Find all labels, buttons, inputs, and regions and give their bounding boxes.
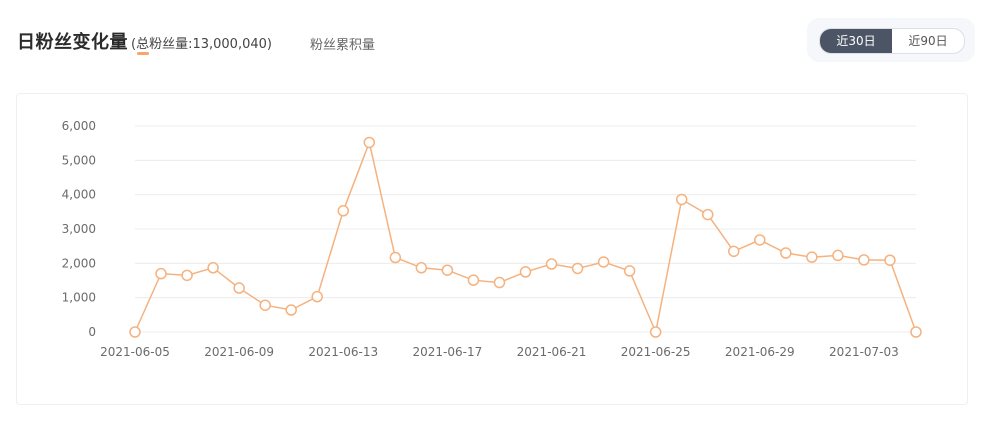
data-point <box>649 326 662 338</box>
data-point <box>155 267 167 280</box>
x-axis-ticks: 2021-06-05 2021-06-09 2021-06-13 2021-06-17… <box>100 345 899 359</box>
data-point <box>910 326 922 338</box>
data-point <box>259 299 271 311</box>
data-point <box>311 290 323 303</box>
data-point <box>181 269 193 282</box>
x-tick-label: 2021-06-09 <box>204 345 274 359</box>
range-toggle: 近30日 近90日 <box>819 28 965 54</box>
y-tick-label: 0 <box>88 325 96 339</box>
data-point <box>441 264 454 276</box>
range-90-days-button[interactable]: 近90日 <box>908 34 948 48</box>
data-point <box>545 258 558 270</box>
data-point <box>233 282 245 294</box>
data-point <box>754 234 766 246</box>
data-point <box>623 265 636 277</box>
x-tick-label: 2021-07-03 <box>829 345 899 359</box>
chart-header: 日粉丝变化量 (总粉丝量:13,000,040) 粉丝累积量 近30日 近90日 <box>0 0 989 80</box>
x-tick-label: 2021-06-13 <box>308 345 378 359</box>
data-point <box>597 256 610 268</box>
data-point <box>701 208 714 221</box>
data-point <box>389 251 402 264</box>
data-point <box>129 326 141 338</box>
data-point <box>832 249 844 262</box>
data-point <box>780 247 792 259</box>
y-tick-label: 2,000 <box>62 256 96 270</box>
data-point <box>415 262 428 274</box>
data-point <box>337 205 350 217</box>
y-axis-ticks: 0 1,000 2,000 3,000 4,000 5,000 6,000 <box>62 119 96 339</box>
y-tick-label: 6,000 <box>62 119 96 133</box>
x-tick-label: 2021-06-29 <box>725 345 795 359</box>
grid-lines <box>135 125 916 333</box>
data-point <box>467 274 480 286</box>
series-line <box>134 139 917 335</box>
data-point <box>675 193 688 206</box>
page-title: 日粉丝变化量 <box>17 32 128 53</box>
x-tick-label: 2021-06-25 <box>621 345 691 359</box>
data-point <box>285 304 297 316</box>
data-point <box>519 266 532 278</box>
data-point <box>884 254 896 266</box>
data-point <box>728 245 740 258</box>
data-point <box>363 136 376 149</box>
y-tick-label: 5,000 <box>62 153 96 167</box>
data-point <box>493 276 506 289</box>
x-tick-label: 2021-06-21 <box>517 345 587 359</box>
data-point <box>207 262 219 274</box>
range-30-days-button[interactable]: 近30日 <box>820 29 892 53</box>
y-tick-label: 3,000 <box>62 222 96 236</box>
data-point <box>806 251 818 263</box>
active-tab-indicator <box>137 52 149 55</box>
total-followers-label: (总粉丝量:13,000,040) <box>131 37 272 52</box>
x-tick-label: 2021-06-17 <box>413 345 483 359</box>
data-point <box>571 262 584 275</box>
data-points <box>129 136 922 338</box>
y-tick-label: 1,000 <box>62 291 96 305</box>
y-tick-label: 4,000 <box>62 188 96 202</box>
x-tick-label: 2021-06-05 <box>100 345 170 359</box>
data-point <box>858 254 870 266</box>
range-toggle-container: 近30日 近90日 <box>807 18 975 62</box>
tab-cumulative-followers[interactable]: 粉丝累积量 <box>310 38 376 53</box>
chart-card <box>16 93 968 405</box>
